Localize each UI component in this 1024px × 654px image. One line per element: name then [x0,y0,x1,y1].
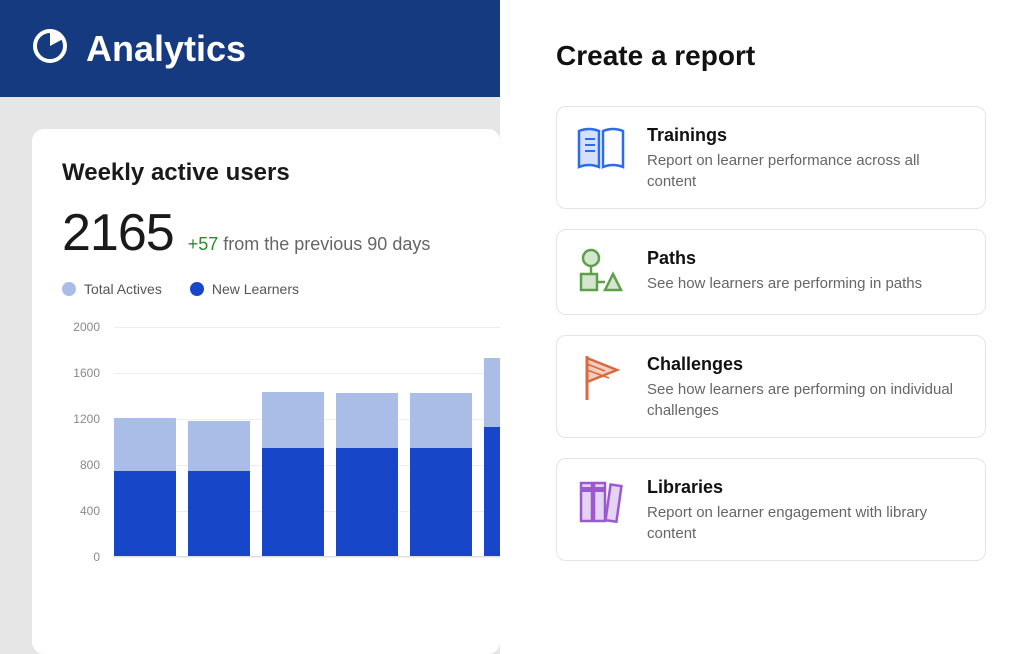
bar-new [484,427,500,556]
legend-label: New Learners [212,281,299,297]
legend-swatch [190,282,204,296]
report-card-list: Trainings Report on learner performance a… [556,106,986,561]
legend-item: Total Actives [62,281,162,297]
metric-value: 2165 [62,203,174,263]
card-title: Weekly active users [62,159,500,187]
plot-area [114,327,500,557]
create-report-title: Create a report [556,40,986,72]
report-name: Trainings [647,125,967,146]
report-name: Challenges [647,354,967,375]
report-text: Trainings Report on learner performance a… [647,123,967,192]
metric-row: 2165 +57 from the previous 90 days [62,203,500,263]
y-tick-label: 2000 [73,320,100,334]
create-report-panel: Create a report Trainings Report on learn… [500,0,1024,654]
report-card-paths[interactable]: Paths See how learners are performing in … [556,229,986,315]
y-tick-label: 1200 [73,412,100,426]
report-name: Paths [647,248,967,269]
report-text: Challenges See how learners are performin… [647,352,967,421]
legend: Total Actives New Learners [62,281,500,297]
report-card-trainings[interactable]: Trainings Report on learner performance a… [556,106,986,209]
legend-item: New Learners [190,281,299,297]
report-name: Libraries [647,477,967,498]
bar-new [114,471,176,556]
header-title: Analytics [86,28,246,70]
y-tick-label: 800 [80,458,100,472]
report-text: Libraries Report on learner engagement wi… [647,475,967,544]
metric-delta: +57 from the previous 90 days [188,234,431,255]
report-desc: See how learners are performing in paths [647,273,967,294]
report-card-libraries[interactable]: Libraries Report on learner engagement wi… [556,458,986,561]
metric-delta-suffix: from the previous 90 days [218,234,430,254]
report-text: Paths See how learners are performing in … [647,246,967,294]
legend-label: Total Actives [84,281,162,297]
header: Analytics [0,0,500,97]
report-desc: Report on learner performance across all… [647,150,967,192]
gridline [114,327,500,328]
y-axis-labels: 0400800120016002000 [62,327,106,557]
report-card-challenges[interactable]: Challenges See how learners are performin… [556,335,986,438]
flag-icon [575,352,627,404]
analytics-panel: Analytics Weekly active users 2165 +57 f… [0,0,500,654]
shapes-icon [575,246,627,298]
report-desc: Report on learner engagement with librar… [647,502,967,544]
report-desc: See how learners are performing on indiv… [647,379,967,421]
y-tick-label: 0 [93,550,100,564]
books-icon [575,475,627,527]
bar-new [262,448,324,556]
legend-swatch [62,282,76,296]
bar-new [410,448,472,556]
analytics-icon [30,26,70,71]
y-tick-label: 1600 [73,366,100,380]
bar-new [188,471,250,556]
active-users-card: Weekly active users 2165 +57 from the pr… [32,129,500,654]
chart: 0400800120016002000 [62,327,500,587]
book-icon [575,123,627,175]
gridline [114,373,500,374]
y-tick-label: 400 [80,504,100,518]
gridline [114,557,500,558]
bar-new [336,448,398,556]
metric-delta-prefix: +57 [188,234,219,254]
